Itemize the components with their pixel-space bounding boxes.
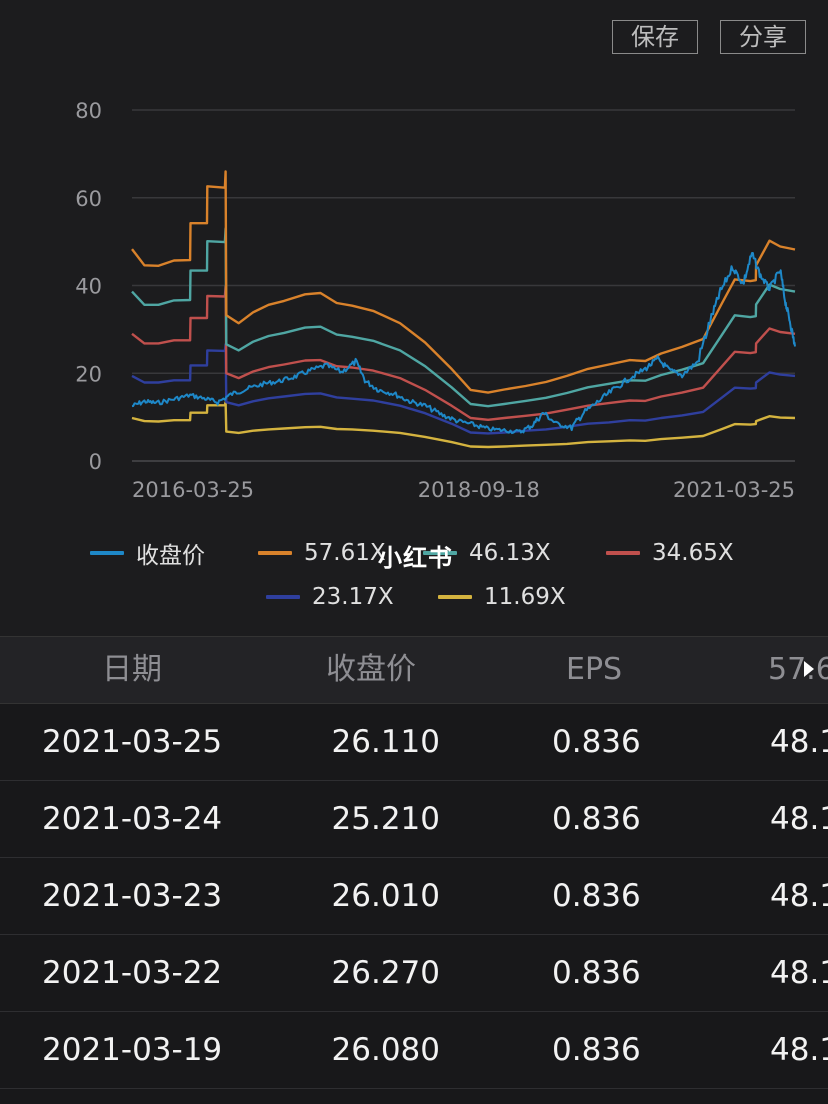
legend-label: 收盘价: [136, 543, 205, 569]
legend-label: 23.17X: [312, 584, 394, 610]
save-button[interactable]: 保存: [612, 20, 698, 54]
column-header-eps[interactable]: EPS: [566, 652, 623, 687]
legend-swatch: [423, 551, 457, 555]
legend-item[interactable]: 46.13X: [423, 538, 551, 568]
legend-label: 34.65X: [652, 540, 734, 566]
legend-swatch: [258, 551, 292, 555]
cell-57x: 48.1: [770, 1032, 828, 1068]
legend-swatch: [606, 551, 640, 555]
cell-eps: 0.836: [552, 955, 641, 991]
table-row[interactable]: 2021-03-24 25.210 0.836 48.1: [0, 781, 828, 858]
cell-57x: 48.1: [770, 801, 828, 837]
legend-item[interactable]: 23.17X: [266, 582, 394, 612]
y-tick-label: 20: [75, 362, 102, 386]
legend-label: 11.69X: [484, 584, 566, 610]
legend-swatch: [266, 595, 300, 599]
series-line-band: [131, 401, 796, 449]
column-header-date[interactable]: 日期: [102, 652, 162, 687]
x-tick-label: 2021-03-25: [673, 478, 795, 502]
table-row[interactable]: 2021-03-25 26.110 0.836 48.1: [0, 704, 828, 781]
x-tick-label: 2018-09-18: [418, 478, 540, 502]
cell-57x: 48.1: [770, 955, 828, 991]
cell-date: 2021-03-19: [42, 1032, 223, 1068]
scroll-right-icon[interactable]: [804, 661, 814, 677]
y-tick-label: 60: [75, 187, 102, 211]
cell-close: 26.110: [331, 724, 440, 760]
cell-eps: 0.836: [552, 1032, 641, 1068]
cell-close: 25.210: [331, 801, 440, 837]
legend-swatch: [438, 595, 472, 599]
x-tick-label: 2016-03-25: [132, 478, 254, 502]
table-row[interactable]: 2021-03-22 26.270 0.836 48.1: [0, 935, 828, 1012]
table-header-row: 日期 收盘价 EPS 57.6: [0, 636, 828, 704]
y-tick-label: 80: [75, 99, 102, 123]
cell-date: 2021-03-25: [42, 724, 223, 760]
cell-close: 26.080: [331, 1032, 440, 1068]
data-table: 日期 收盘价 EPS 57.6 2021-03-25 26.110 0.836 48.…: [0, 636, 828, 1104]
legend-swatch: [90, 551, 124, 555]
legend-item[interactable]: 收盘价: [90, 538, 205, 569]
cell-close: 26.010: [331, 878, 440, 914]
table-row[interactable]: 2021-03-23 26.010 0.836 48.1: [0, 858, 828, 935]
watermark-text: 小红书: [378, 544, 453, 572]
legend-item[interactable]: 34.65X: [606, 538, 734, 568]
cell-57x: 48.1: [770, 878, 828, 914]
cell-eps: 0.836: [552, 878, 641, 914]
cell-close: 26.270: [331, 955, 440, 991]
cell-eps: 0.836: [552, 801, 641, 837]
column-header-57x[interactable]: 57.6: [768, 652, 828, 687]
cell-57x: 48.1: [770, 724, 828, 760]
y-tick-label: 0: [89, 450, 102, 474]
cell-date: 2021-03-24: [42, 801, 223, 837]
table-row[interactable]: 2021-03-19 26.080 0.836 48.1: [0, 1012, 828, 1089]
cell-eps: 0.836: [552, 724, 641, 760]
chart-panel: 保存 分享 0 20 40 60 80 2016-03-25 2018-09-18 2021-…: [75, 20, 806, 612]
legend-item[interactable]: 57.61X: [258, 538, 386, 568]
column-header-close[interactable]: 收盘价: [326, 652, 416, 687]
series-line-band: [131, 170, 796, 394]
legend-label: 57.61X: [304, 540, 386, 566]
series-line-band: [131, 227, 796, 408]
cell-date: 2021-03-23: [42, 878, 223, 914]
pe-band-chart: 0 20 40 60 80 2016-03-25 2018-09-18 2021-03-25: [75, 99, 796, 502]
legend-label: 46.13X: [469, 540, 551, 566]
series-line-band: [131, 343, 796, 435]
legend-item[interactable]: 11.69X: [438, 582, 566, 612]
y-tick-label: 40: [75, 275, 102, 299]
series-line-close-price: [131, 252, 796, 435]
series-line-band: [131, 285, 796, 421]
cell-date: 2021-03-22: [42, 955, 223, 991]
share-button[interactable]: 分享: [720, 20, 806, 54]
